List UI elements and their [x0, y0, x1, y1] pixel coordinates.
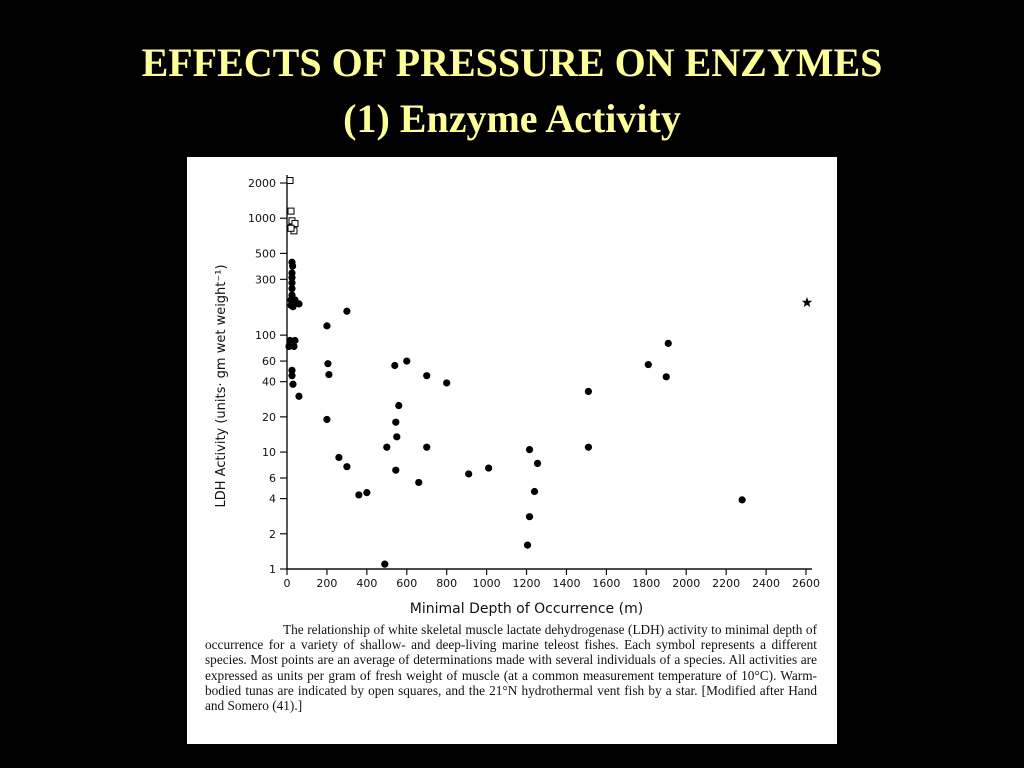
- y-tick-label: 10: [262, 446, 276, 459]
- figure-panel: 1 2 4 6 10 20 40 60 100 300 500 1000 2000 0 200 400 600 8…: [187, 157, 837, 744]
- slide-title-line-2: (1) Enzyme Activity: [343, 96, 681, 141]
- data-point: [325, 370, 333, 379]
- x-tick-label: 2200: [712, 577, 740, 590]
- data-point: [291, 336, 299, 345]
- data-point: [383, 443, 391, 451]
- data-point: [525, 513, 534, 521]
- data-point: [323, 322, 331, 330]
- y-tick-label: 1000: [248, 212, 276, 225]
- data-point-square: [287, 224, 295, 232]
- data-point: [530, 487, 539, 496]
- data-point: [443, 379, 451, 387]
- figure-caption: The relationship of white skeletal muscl…: [205, 622, 817, 714]
- x-tick-label: 600: [396, 577, 417, 590]
- y-tick-label: 300: [255, 273, 276, 286]
- data-point: [525, 445, 534, 454]
- y-tick-label: 100: [255, 329, 276, 342]
- data-point: [644, 360, 652, 369]
- x-tick-label: 1200: [513, 577, 541, 590]
- x-tick-label: 2600: [792, 577, 820, 590]
- slide-title-line-1: EFFECTS OF PRESSURE ON ENZYMES: [141, 40, 883, 85]
- y-tick-label: 2000: [248, 177, 276, 190]
- data-point: [392, 418, 400, 426]
- data-point: [288, 274, 296, 282]
- data-point: [295, 392, 303, 400]
- data-point: [288, 366, 296, 374]
- data-point: [664, 339, 672, 347]
- y-tick-label: 2: [269, 528, 276, 541]
- y-axis-label: LDH Activity (units· gm wet weight⁻¹): [214, 264, 229, 507]
- data-point: [485, 464, 493, 472]
- x-tick-label: 0: [284, 577, 291, 590]
- data-point: [288, 262, 297, 270]
- data-point: [335, 453, 343, 462]
- data-point: [343, 307, 351, 315]
- x-tick-label: 200: [316, 577, 337, 590]
- data-point: [415, 478, 423, 487]
- data-point: [290, 342, 298, 351]
- y-tick-label: 60: [262, 355, 276, 368]
- x-tick-label: 1600: [592, 577, 620, 590]
- data-point-square: [286, 177, 294, 185]
- ldh-scatter-chart: 1 2 4 6 10 20 40 60 100 300 500 1000 2000 0 200 400 600 8…: [214, 175, 820, 617]
- x-tick-label: 1800: [632, 577, 660, 590]
- data-point: [392, 466, 400, 474]
- x-tick-label: 800: [436, 577, 457, 590]
- data-point: [343, 463, 351, 471]
- data-point: [288, 279, 296, 287]
- data-point-square: [287, 207, 295, 215]
- data-point: [323, 415, 331, 424]
- data-point: [324, 360, 332, 368]
- data-point: [363, 489, 371, 497]
- data-point: [285, 342, 293, 351]
- data-point: [289, 303, 297, 311]
- data-point: [584, 443, 593, 451]
- data-point: [423, 443, 431, 451]
- data-point: [423, 372, 431, 380]
- data-point: [289, 380, 297, 388]
- data-point: [286, 336, 294, 345]
- data-point-square: [291, 220, 299, 228]
- data-point: [393, 433, 401, 441]
- data-point: [288, 372, 296, 380]
- data-point: [584, 387, 593, 396]
- data-point: [288, 285, 296, 293]
- x-tick-label: 2000: [672, 577, 700, 590]
- data-point: [738, 496, 746, 504]
- x-tick-label: 400: [356, 577, 377, 590]
- data-point: [355, 491, 363, 499]
- data-point: [395, 401, 403, 410]
- x-tick-label: 2400: [752, 577, 780, 590]
- data-point: [662, 373, 670, 381]
- data-point-star: [801, 297, 813, 307]
- y-tick-label: 4: [269, 493, 276, 506]
- y-tick-label: 6: [269, 472, 276, 485]
- data-point: [523, 541, 532, 549]
- x-tick-label: 1000: [473, 577, 501, 590]
- data-point: [381, 560, 389, 568]
- data-point: [533, 459, 542, 467]
- data-point: [465, 470, 473, 478]
- data-point: [403, 357, 411, 365]
- data-point: [391, 361, 399, 370]
- y-tick-label: 40: [262, 376, 276, 389]
- x-tick-label: 1400: [552, 577, 580, 590]
- y-tick-label: 1: [269, 563, 276, 576]
- y-tick-label: 500: [255, 247, 276, 260]
- data-point: [295, 300, 303, 308]
- y-tick-label: 20: [262, 411, 276, 424]
- x-axis-label: Minimal Depth of Occurrence (m): [410, 601, 643, 617]
